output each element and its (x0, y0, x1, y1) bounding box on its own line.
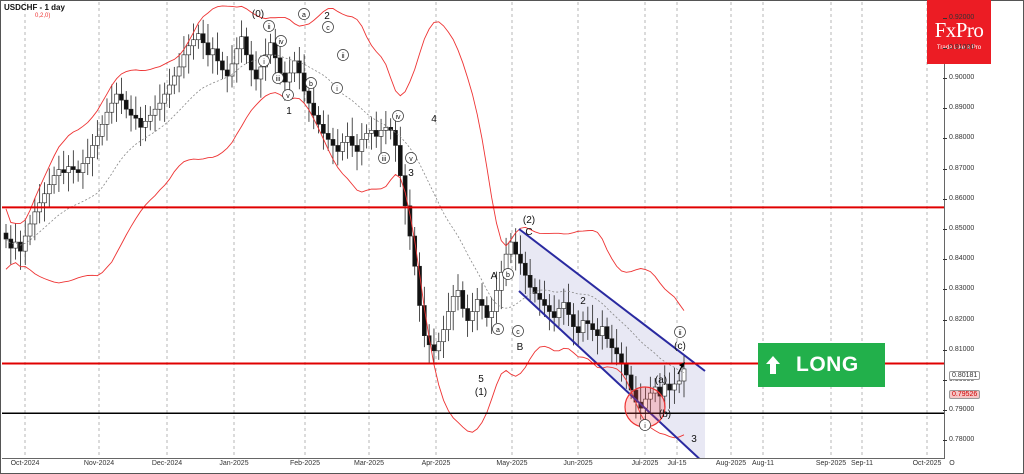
date-tick: Aug-11 (751, 460, 775, 467)
svg-text:b: b (309, 81, 313, 88)
signal-label: LONG (796, 353, 859, 376)
date-tick: Dec-2024 (151, 460, 183, 467)
price-tick: 0.92000 (942, 13, 975, 21)
price-tick: 0.90000 (942, 74, 975, 81)
svg-text:iv: iv (278, 39, 284, 46)
date-tick: Sep-11 (850, 460, 874, 467)
price-axis[interactable]: 0.92000 0.91000 0.90000 0.89000 0.88000 0.870… (942, 0, 1023, 458)
svg-text:v: v (286, 93, 290, 100)
price-tick: 0.78000 (942, 436, 975, 444)
channel-upper-line (518, 228, 706, 372)
svg-text:iv: iv (395, 114, 401, 121)
svg-text:(0): (0) (252, 9, 264, 20)
price-tick: 0.85000 (942, 225, 975, 232)
time-axis[interactable]: Oct-2024 Nov-2024 Dec-2024 Jan-2025 Feb-2025… (2, 459, 955, 473)
fxpro-logo: FxPro Trade Like a Pro (927, 0, 991, 64)
svg-text:(1): (1) (475, 387, 487, 398)
arrow-up-icon (766, 356, 780, 374)
logo-brand: FxPro (934, 18, 984, 42)
svg-text:v: v (409, 156, 413, 163)
bollinger-upper (5, 5, 685, 311)
svg-text:B: B (517, 342, 524, 353)
svg-text:A: A (491, 271, 498, 282)
date-tick: Aug-2025 (715, 460, 747, 467)
svg-text:2: 2 (580, 296, 586, 307)
long-signal-badge: LONG (758, 343, 885, 387)
svg-text:a: a (302, 12, 306, 19)
price-tick: 0.79000 (942, 406, 975, 414)
svg-text:2: 2 (324, 11, 330, 22)
bollinger-lower (5, 92, 685, 439)
svg-text:ii: ii (678, 330, 682, 337)
svg-text:3: 3 (691, 434, 697, 445)
price-chart: (0) 2134(2)CAB5(1)23(a)(b)(c)aciiiviiiivb… (2, 2, 944, 465)
svg-text:c: c (516, 329, 520, 336)
svg-text:i: i (263, 59, 265, 66)
svg-text:(b): (b) (659, 409, 671, 420)
price-tick: 0.91000 (942, 43, 975, 51)
price-tick: 0.87000 (942, 164, 975, 172)
plot-area[interactable]: (0) 2 1 3 4 (2) C A B 5 (1) 2 3 (a) (b) (c) a c ii iv i iii v b… (2, 2, 945, 465)
date-tick: Jul-15 (667, 460, 687, 467)
symbol-title: USDCHF - 1 day (4, 3, 65, 12)
svg-text:(a): (a) (655, 375, 667, 386)
date-tick: Apr-2025 (421, 460, 451, 467)
svg-text:iii: iii (382, 156, 387, 163)
svg-text:5: 5 (478, 374, 484, 385)
price-tick: 0.83000 (942, 285, 975, 293)
svg-text:i: i (336, 86, 338, 93)
date-tick: Nov-2024 (83, 460, 115, 467)
svg-text:ii: ii (341, 53, 345, 60)
svg-text:3: 3 (408, 168, 414, 179)
date-tick: Jan-2025 (219, 460, 249, 467)
breakout-arrow-icon (679, 362, 685, 368)
price-tick: 0.89000 (942, 104, 975, 112)
svg-text:a: a (496, 327, 500, 334)
price-tick: 0.84000 (942, 255, 975, 263)
svg-text:C: C (525, 227, 532, 238)
indicator-label: 0,2,0) (35, 13, 51, 19)
bid-price-tag: 0.79526 (949, 390, 981, 400)
price-tick: 0.86000 (942, 194, 975, 202)
svg-text:(c): (c) (674, 341, 686, 352)
current-price-tag: 0.80181 (949, 370, 981, 380)
svg-text:iii: iii (276, 76, 281, 83)
logo-tagline: Trade Like a Pro (936, 45, 982, 51)
price-tick: 0.88000 (942, 134, 975, 142)
price-tick: 0.81000 (942, 345, 975, 353)
date-tick: Oct-2024 (10, 460, 40, 467)
channel-lower-line (518, 290, 706, 465)
svg-text:c: c (326, 25, 330, 32)
date-tick: Feb-2025 (290, 460, 320, 467)
svg-text:(2): (2) (523, 215, 535, 226)
svg-text:ii: ii (267, 24, 271, 31)
date-tick: Mar-2025 (354, 460, 384, 467)
svg-text:4: 4 (431, 114, 437, 125)
svg-text:i: i (644, 423, 646, 430)
date-tick: Jul-2025 (631, 460, 659, 467)
date-tick: Sep-2025 (815, 460, 847, 467)
date-tick: Oct-2025 (912, 460, 942, 467)
date-tick: O (949, 460, 955, 467)
svg-text:b: b (506, 272, 510, 279)
price-tick: 0.82000 (942, 315, 975, 323)
svg-text:1: 1 (286, 106, 292, 117)
date-tick: May-2025 (496, 460, 528, 467)
date-tick: Jun-2025 (563, 460, 593, 467)
